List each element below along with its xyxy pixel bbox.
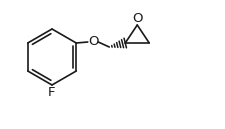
Text: O: O — [88, 34, 98, 47]
Text: F: F — [48, 87, 56, 99]
Text: O: O — [131, 11, 142, 25]
